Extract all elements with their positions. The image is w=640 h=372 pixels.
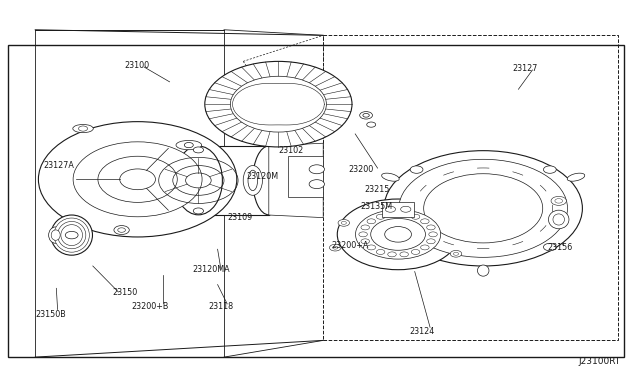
Bar <box>8 45 624 357</box>
Text: 23109: 23109 <box>227 213 252 222</box>
Circle shape <box>384 151 582 266</box>
Bar <box>195 146 269 215</box>
Circle shape <box>450 250 461 257</box>
Circle shape <box>309 165 324 174</box>
Circle shape <box>412 250 420 254</box>
Text: 23150B: 23150B <box>35 310 66 319</box>
Circle shape <box>543 166 556 173</box>
Ellipse shape <box>58 221 86 249</box>
Ellipse shape <box>243 166 262 195</box>
Circle shape <box>338 219 349 226</box>
Circle shape <box>424 174 543 243</box>
Circle shape <box>371 218 426 250</box>
Bar <box>288 156 323 197</box>
Circle shape <box>79 126 88 131</box>
Circle shape <box>410 243 423 251</box>
Circle shape <box>400 252 408 257</box>
Ellipse shape <box>553 214 564 225</box>
Circle shape <box>376 214 385 219</box>
Text: 23102: 23102 <box>278 146 303 155</box>
Text: J23100RT: J23100RT <box>579 357 621 366</box>
Circle shape <box>98 156 177 202</box>
Circle shape <box>429 232 437 237</box>
Circle shape <box>367 219 376 224</box>
Circle shape <box>361 225 369 230</box>
Circle shape <box>230 76 326 132</box>
Circle shape <box>309 180 324 189</box>
Circle shape <box>193 147 204 153</box>
Circle shape <box>360 112 372 119</box>
Circle shape <box>399 159 568 257</box>
Circle shape <box>543 243 556 251</box>
Circle shape <box>333 246 338 249</box>
Circle shape <box>367 245 376 250</box>
Circle shape <box>38 122 237 237</box>
Ellipse shape <box>176 140 202 150</box>
Ellipse shape <box>248 170 258 190</box>
Bar <box>382 202 414 217</box>
Text: 23200+B: 23200+B <box>131 302 168 311</box>
Circle shape <box>453 252 458 255</box>
Ellipse shape <box>61 225 83 246</box>
Text: 23200+A: 23200+A <box>332 241 369 250</box>
Circle shape <box>330 244 341 251</box>
Circle shape <box>551 196 566 205</box>
Text: 23124: 23124 <box>410 327 435 336</box>
Circle shape <box>427 239 435 244</box>
Circle shape <box>367 122 376 127</box>
Circle shape <box>65 231 78 239</box>
Circle shape <box>363 113 369 117</box>
Text: 23150: 23150 <box>112 288 137 296</box>
Circle shape <box>356 210 440 259</box>
Circle shape <box>388 252 396 257</box>
Ellipse shape <box>253 146 285 215</box>
Circle shape <box>420 245 429 250</box>
Ellipse shape <box>73 125 93 133</box>
Circle shape <box>385 227 412 242</box>
Circle shape <box>114 225 129 234</box>
Ellipse shape <box>174 146 223 215</box>
Ellipse shape <box>548 210 569 229</box>
Bar <box>323 35 618 340</box>
Circle shape <box>193 208 204 214</box>
Circle shape <box>361 239 369 244</box>
Circle shape <box>410 166 423 173</box>
Ellipse shape <box>381 173 399 181</box>
Circle shape <box>427 225 435 230</box>
Circle shape <box>118 228 125 232</box>
Circle shape <box>388 212 396 217</box>
Circle shape <box>376 250 385 254</box>
Ellipse shape <box>51 215 93 255</box>
Text: 23215: 23215 <box>365 185 390 194</box>
Ellipse shape <box>567 173 585 181</box>
Text: 23156: 23156 <box>547 243 572 252</box>
Circle shape <box>412 214 420 219</box>
Circle shape <box>401 206 411 212</box>
Ellipse shape <box>477 265 489 276</box>
Circle shape <box>205 61 352 147</box>
Text: 23100: 23100 <box>125 61 150 70</box>
Circle shape <box>73 142 202 217</box>
Text: 23120MA: 23120MA <box>192 265 230 274</box>
Text: 23127A: 23127A <box>44 161 74 170</box>
Circle shape <box>385 206 396 212</box>
Text: 23118: 23118 <box>208 302 233 311</box>
Ellipse shape <box>51 230 60 240</box>
Circle shape <box>400 212 408 217</box>
Ellipse shape <box>54 218 90 252</box>
Ellipse shape <box>49 227 63 243</box>
Circle shape <box>184 142 193 148</box>
Text: 23135M: 23135M <box>360 202 392 211</box>
Circle shape <box>341 221 346 224</box>
Circle shape <box>420 219 429 224</box>
Text: 23200: 23200 <box>349 165 374 174</box>
Circle shape <box>555 199 563 203</box>
Polygon shape <box>269 143 323 218</box>
Circle shape <box>359 232 367 237</box>
Text: 23127: 23127 <box>512 64 538 73</box>
Circle shape <box>120 169 156 190</box>
Circle shape <box>337 199 459 270</box>
Text: 23120M: 23120M <box>246 172 278 181</box>
